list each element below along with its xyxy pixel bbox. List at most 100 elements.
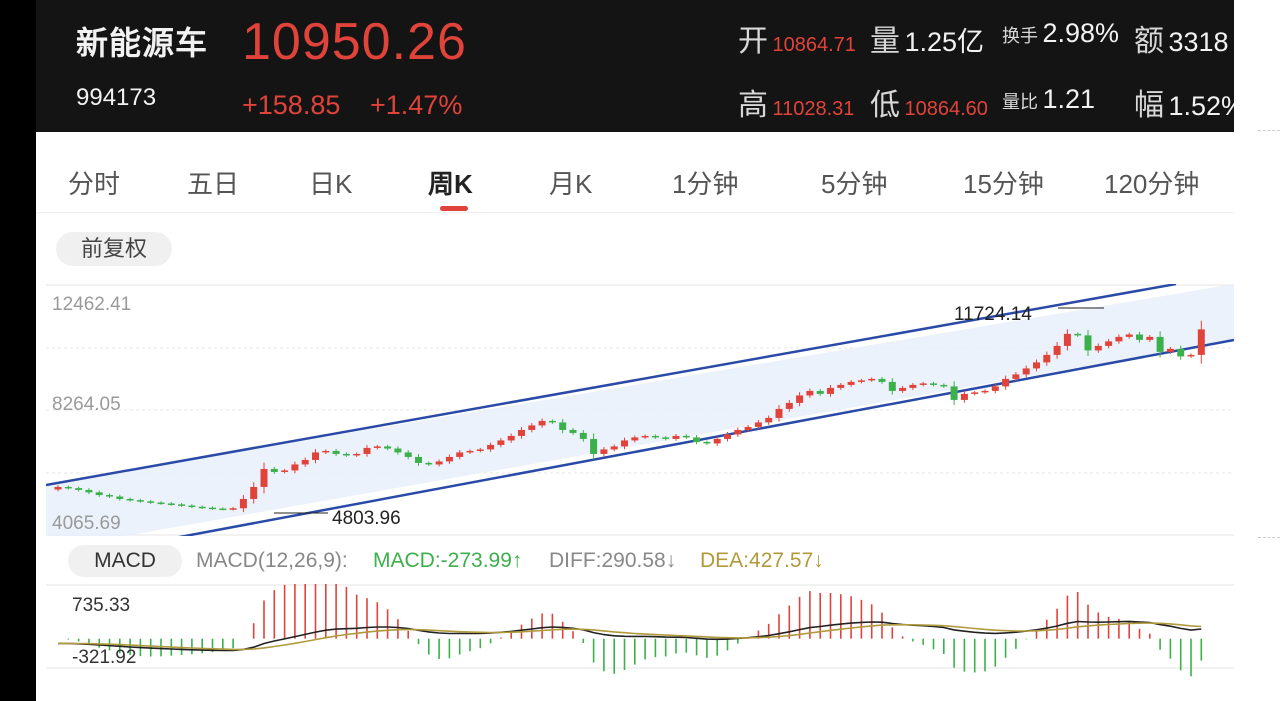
- candle: [281, 470, 289, 472]
- candle: [703, 441, 711, 444]
- range-value: 1.52%: [1168, 91, 1234, 121]
- low-stat: 低 10864.60: [870, 80, 988, 124]
- low-annotation: 4803.96: [332, 508, 401, 529]
- tab-intraday[interactable]: 分时: [68, 169, 121, 199]
- kline-chart[interactable]: 12462.41 8264.05 4065.69 11724.14 4803.9…: [46, 284, 1234, 536]
- candle: [75, 488, 83, 490]
- tab-daily-k[interactable]: 日K: [309, 169, 353, 199]
- candle: [693, 437, 701, 442]
- candle: [1002, 378, 1010, 387]
- candle: [662, 437, 670, 439]
- candle: [209, 507, 216, 510]
- open-stat: 开 10864.71: [738, 16, 856, 60]
- candle: [1125, 334, 1133, 337]
- candle: [672, 435, 680, 439]
- channel-upper-line: [46, 284, 1177, 487]
- candle: [518, 429, 525, 436]
- tab-15min[interactable]: 15分钟: [963, 169, 1044, 199]
- candle: [95, 492, 103, 496]
- candle: [332, 450, 340, 454]
- tab-monthly-k[interactable]: 月K: [549, 169, 593, 199]
- low-label: 低: [870, 89, 900, 122]
- candle: [54, 486, 62, 490]
- candle: [1177, 348, 1185, 357]
- candle: [85, 489, 93, 493]
- candle: [219, 508, 227, 511]
- macd-histogram: [67, 584, 1203, 677]
- dea-value: DEA:427.57↓: [700, 549, 824, 572]
- forward-adjust-button[interactable]: 前复权: [56, 232, 172, 266]
- candle: [754, 422, 762, 427]
- candle: [950, 386, 958, 400]
- open-value: 10864.71: [772, 34, 856, 56]
- high-label: 高: [738, 89, 768, 122]
- candle: [1115, 336, 1123, 342]
- app-window: 新能源车 994173 10950.26 +158.85 +1.47% 开 10…: [36, 0, 1234, 701]
- candle: [260, 468, 268, 487]
- candle: [651, 435, 659, 438]
- channel-lower-line: [178, 338, 1234, 536]
- volume-ratio-value: 1.21: [1042, 84, 1096, 114]
- tab-1min[interactable]: 1分钟: [672, 169, 739, 199]
- candle: [1187, 354, 1195, 357]
- candle: [796, 395, 804, 403]
- candle: [1105, 341, 1113, 346]
- indicator-selector[interactable]: MACD: [68, 545, 182, 577]
- candle: [888, 381, 896, 391]
- volume-ratio-label: 量比: [1002, 92, 1038, 112]
- candle: [909, 384, 917, 388]
- candle: [353, 453, 361, 456]
- tab-120min[interactable]: 120分钟: [1104, 169, 1200, 199]
- candle: [868, 378, 876, 381]
- tab-five-day[interactable]: 五日: [187, 169, 240, 199]
- volume-label: 量: [870, 25, 900, 58]
- candle: [981, 390, 989, 393]
- candles: [54, 320, 1205, 513]
- candle: [136, 500, 144, 502]
- candle: [734, 429, 742, 435]
- candle: [322, 450, 330, 453]
- candle: [600, 449, 608, 454]
- candle: [538, 420, 546, 426]
- candle: [445, 456, 453, 462]
- candle: [569, 429, 577, 433]
- candle: [250, 486, 258, 499]
- period-tabs: 分时 五日 日K 周K 月K 1分钟 5分钟 15分钟 120分钟: [36, 144, 1234, 213]
- amount-value: 3318: [1168, 27, 1229, 57]
- candle: [1063, 333, 1071, 346]
- open-label: 开: [738, 25, 768, 58]
- candle: [167, 503, 175, 505]
- diff-line: [57, 620, 1202, 652]
- candle: [579, 432, 587, 439]
- macd-params: MACD(12,26,9):: [196, 549, 348, 572]
- candle: [178, 504, 186, 506]
- candle: [415, 456, 422, 463]
- candle: [775, 408, 783, 418]
- dea-line: [58, 622, 1202, 651]
- index-code: 994173: [76, 84, 157, 111]
- candle: [857, 380, 865, 382]
- candle: [363, 447, 371, 454]
- volume-ratio-stat: 量比 1.21: [1002, 84, 1095, 115]
- high-annotation: 11724.14: [954, 304, 1032, 325]
- candle: [1136, 334, 1143, 340]
- candle: [507, 435, 515, 441]
- candle: [1022, 368, 1030, 375]
- candle: [373, 446, 381, 448]
- price-axis-mid: 8264.05: [52, 394, 121, 415]
- candle: [816, 390, 824, 394]
- tab-weekly-k[interactable]: 周K: [428, 169, 473, 199]
- macd-chart[interactable]: 735.33 -321.92: [46, 584, 1234, 696]
- candle: [1146, 336, 1154, 340]
- candle: [837, 384, 845, 388]
- price-axis-bottom: 4065.69: [52, 513, 121, 534]
- price-change: +158.85: [242, 90, 341, 120]
- candle: [899, 387, 907, 391]
- tab-5min[interactable]: 5分钟: [821, 169, 888, 199]
- indicator-bar: MACD MACD(12,26,9): MACD:-273.99↑ DIFF:2…: [36, 538, 1234, 584]
- amount-stat: 额 3318: [1134, 16, 1229, 60]
- candle: [528, 425, 536, 430]
- candle: [425, 462, 433, 465]
- candle: [487, 444, 495, 450]
- candle: [847, 381, 855, 385]
